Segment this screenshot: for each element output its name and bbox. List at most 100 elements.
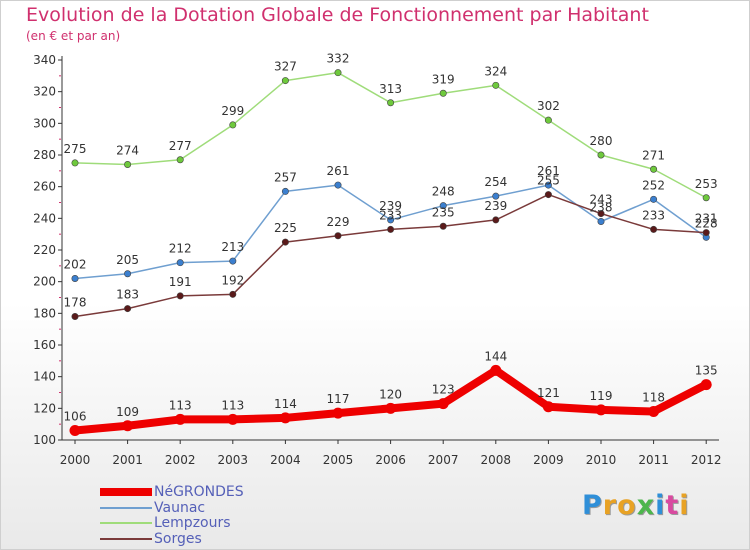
data-point: [439, 89, 447, 97]
data-point: [69, 425, 81, 436]
data-label: 257: [274, 170, 297, 184]
data-point: [281, 238, 289, 246]
data-point: [385, 402, 397, 414]
y-tick-label: 240: [33, 211, 56, 225]
data-label: 135: [695, 364, 718, 378]
legend-item-vaunac: Vaunac: [100, 500, 205, 516]
x-tick-label: 2002: [165, 453, 196, 467]
data-label: 243: [590, 193, 613, 207]
x-tick-label: 2008: [481, 453, 512, 467]
data-point: [492, 192, 500, 200]
data-label: 327: [274, 60, 297, 74]
data-point: [229, 257, 237, 265]
data-point: [122, 420, 134, 432]
data-label: 332: [327, 52, 350, 66]
data-point: [597, 151, 605, 159]
data-label: 117: [327, 392, 350, 406]
x-tick-label: 2003: [218, 453, 249, 467]
data-label: 119: [590, 389, 613, 403]
y-tick-label: 300: [33, 116, 56, 130]
proxiti-logo: Proxiti: [582, 490, 690, 521]
data-point: [229, 121, 237, 129]
x-tick-label: 2007: [428, 453, 459, 467]
legend-label: Vaunac: [154, 499, 206, 516]
y-tick-label: 160: [33, 338, 56, 352]
data-label: 299: [221, 104, 244, 118]
x-tick-label: 2004: [270, 453, 301, 467]
series-n-grondes: [69, 364, 712, 436]
data-point: [542, 401, 554, 413]
data-point: [71, 274, 79, 282]
data-label: 228: [695, 216, 718, 230]
logo-letter: t: [665, 490, 680, 521]
series-layer: [69, 69, 712, 436]
legend-swatch: [100, 522, 152, 524]
data-point: [174, 413, 186, 425]
data-point: [281, 187, 289, 195]
logo-letter: x: [636, 490, 656, 521]
y-tick-label: 320: [33, 85, 56, 99]
series-lempzours: [71, 69, 710, 202]
legend-label: Sorges: [154, 530, 202, 547]
series-vaunac: [71, 181, 710, 282]
data-point: [281, 77, 289, 85]
logo-letter: P: [582, 490, 603, 521]
x-tick-label: 2012: [691, 453, 722, 467]
data-point: [229, 290, 237, 298]
data-label: 253: [695, 177, 718, 191]
data-point: [648, 406, 660, 417]
logo-letter: o: [617, 490, 637, 521]
data-label: 113: [169, 398, 192, 412]
data-label: 233: [642, 208, 665, 222]
legend-swatch: [100, 488, 152, 496]
data-point: [597, 210, 605, 218]
data-label: 239: [379, 199, 402, 213]
data-point: [176, 259, 184, 267]
data-point: [332, 407, 344, 419]
data-point: [334, 181, 342, 189]
data-point: [124, 305, 132, 313]
logo-letter: i: [655, 490, 666, 521]
data-label: 235: [432, 205, 455, 219]
data-point: [71, 159, 79, 167]
data-label: 248: [432, 185, 455, 199]
data-point: [544, 181, 552, 189]
data-point: [595, 404, 607, 416]
data-point: [597, 218, 605, 226]
data-label: 254: [484, 175, 507, 189]
data-point: [439, 202, 447, 210]
chart-title: Evolution de la Dotation Globale de Fonc…: [26, 4, 649, 26]
data-point: [492, 216, 500, 224]
legend-swatch: [100, 537, 152, 540]
data-label: 271: [642, 148, 665, 162]
data-point: [334, 69, 342, 77]
data-point: [650, 195, 658, 203]
x-tick-label: 2010: [586, 453, 617, 467]
data-label: 274: [116, 144, 139, 158]
y-tick-label: 220: [33, 243, 56, 257]
data-label: 183: [116, 288, 139, 302]
data-label: 202: [64, 258, 87, 272]
logo-letter: r: [602, 490, 618, 521]
data-point: [650, 165, 658, 173]
data-label: 313: [379, 82, 402, 96]
data-label: 275: [64, 142, 87, 156]
y-tick-label: 260: [33, 180, 56, 194]
data-point: [702, 194, 710, 202]
legend-item-n-grondes: NéGRONDES: [100, 484, 244, 500]
data-point: [71, 312, 79, 320]
y-tick-label: 180: [33, 306, 56, 320]
y-tick-label: 100: [33, 433, 56, 447]
data-label: 233: [379, 208, 402, 222]
data-point: [544, 191, 552, 199]
y-tick-label: 120: [33, 401, 56, 415]
data-label: 121: [537, 386, 560, 400]
data-label: 239: [484, 199, 507, 213]
x-tick-label: 2001: [112, 453, 143, 467]
data-point: [650, 225, 658, 233]
data-label: 324: [484, 64, 507, 78]
data-label: 120: [379, 387, 402, 401]
legend-label: Lempzours: [154, 515, 231, 531]
